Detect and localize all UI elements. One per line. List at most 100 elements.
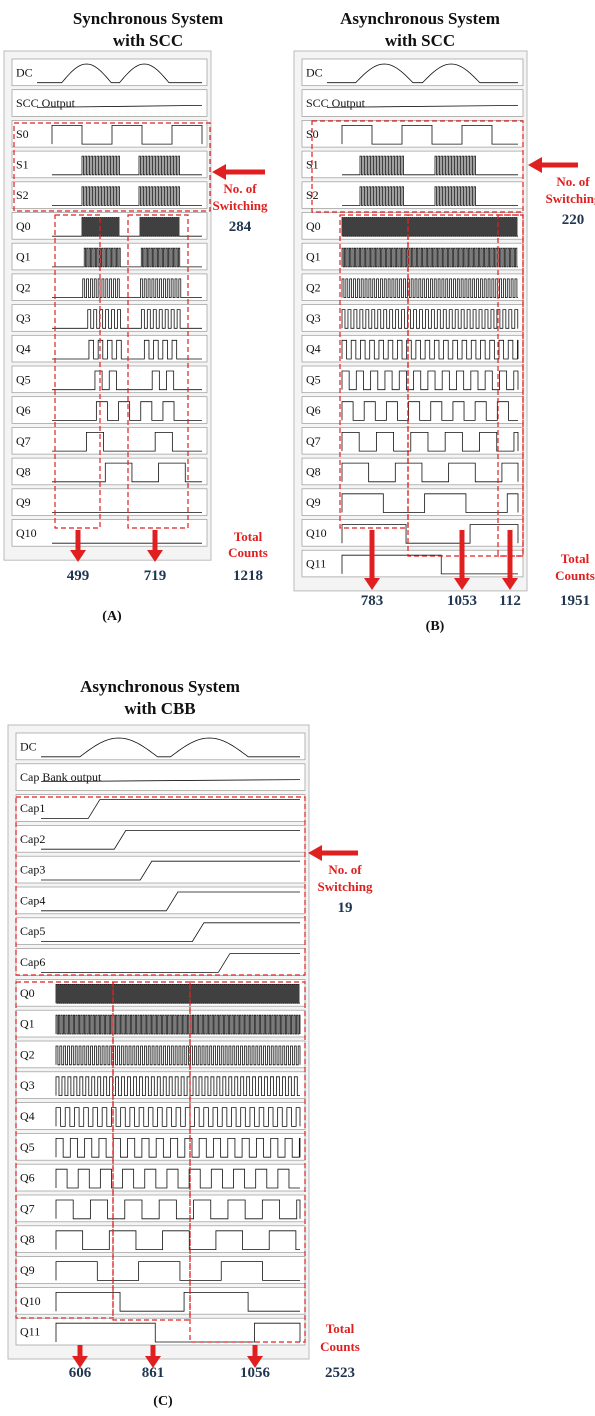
- arrow-head: [308, 845, 322, 861]
- switching-count: 220: [562, 212, 585, 228]
- trace-label: Q4: [20, 1109, 35, 1123]
- trace-label: Q1: [16, 250, 31, 264]
- trace-label: Q0: [306, 219, 321, 233]
- trace-row: [16, 918, 305, 945]
- trace-row: [16, 1318, 305, 1345]
- trace-row: [12, 397, 207, 424]
- trace-label: Q2: [20, 1047, 35, 1061]
- trace-row: [12, 427, 207, 454]
- total-count: 1218: [233, 568, 263, 584]
- trace-label: Cap2: [20, 832, 45, 846]
- trace-row: [16, 1103, 305, 1130]
- trace-label: Q8: [20, 1232, 35, 1246]
- trace-label: Q7: [16, 434, 31, 448]
- trace-label: Q2: [306, 280, 321, 294]
- trace-row: [12, 335, 207, 362]
- trace-label: Q10: [306, 526, 327, 540]
- count: 1053: [447, 593, 477, 609]
- total-label: Total: [326, 1321, 355, 1336]
- trace-label: Cap Bank output: [20, 770, 102, 784]
- arrow-head: [528, 157, 542, 173]
- trace-row: [302, 520, 523, 547]
- switching-label: Switching: [213, 198, 268, 213]
- trace-row: [12, 243, 207, 270]
- panel-title: with CBB: [124, 699, 195, 718]
- trace-label: Q9: [16, 495, 31, 509]
- trace-row: [302, 120, 523, 147]
- trace-label: Q3: [16, 311, 31, 325]
- trace-row: [16, 733, 305, 760]
- trace-row: [16, 856, 305, 883]
- panel-title: with SCC: [113, 31, 183, 50]
- trace-label: DC: [16, 65, 33, 79]
- trace-label: Cap4: [20, 893, 45, 907]
- count: 499: [67, 568, 90, 584]
- trace-label: Q4: [306, 342, 321, 356]
- total-label: Counts: [228, 545, 268, 560]
- count: 1056: [240, 1365, 271, 1381]
- trace-row: [302, 427, 523, 454]
- panel-label: (A): [102, 609, 122, 624]
- trace-label: Cap5: [20, 924, 45, 938]
- trace-label: Q3: [20, 1078, 35, 1092]
- total-label: Total: [561, 551, 590, 566]
- arrow-head: [212, 164, 226, 180]
- panel-title: Synchronous System: [73, 9, 223, 28]
- trace-label: S2: [16, 188, 29, 202]
- trace-label: Q0: [16, 219, 31, 233]
- trace-label: Q5: [20, 1140, 35, 1154]
- trace-label: DC: [306, 65, 323, 79]
- trace-label: Q5: [16, 372, 31, 386]
- waveform: [342, 218, 518, 237]
- trace-label: Q6: [20, 1171, 35, 1185]
- total-label: Total: [234, 529, 263, 544]
- trace-label: S1: [16, 157, 29, 171]
- panel-label: (B): [426, 619, 445, 634]
- trace-label: Cap1: [20, 801, 45, 815]
- trace-label: SCC Output: [16, 96, 76, 110]
- panel-label: (C): [153, 1394, 173, 1409]
- trace-label: DC: [20, 739, 37, 753]
- trace-row: [16, 887, 305, 914]
- trace-label: Q0: [20, 986, 35, 1000]
- trace-label: Q9: [20, 1263, 35, 1277]
- panel-title: Asynchronous System: [80, 677, 240, 696]
- trace-label: Q3: [306, 311, 321, 325]
- trace-label: Q10: [20, 1294, 41, 1308]
- trace-label: Q7: [306, 434, 321, 448]
- trace-label: Q6: [306, 403, 321, 417]
- trace-row: [302, 489, 523, 516]
- trace-row: [16, 1287, 305, 1314]
- count: 719: [144, 568, 167, 584]
- trace-row: [302, 458, 523, 485]
- trace-row: [302, 366, 523, 393]
- switching-label: No. of: [328, 862, 362, 877]
- trace-row: [12, 120, 207, 147]
- trace-row: [16, 1226, 305, 1253]
- panel-title: with SCC: [385, 31, 455, 50]
- trace-label: Q6: [16, 403, 31, 417]
- count: 606: [69, 1365, 92, 1381]
- trace-label: Q11: [306, 557, 326, 571]
- trace-row: [16, 1195, 305, 1222]
- total-label: Counts: [320, 1339, 360, 1354]
- switching-label: No. of: [223, 181, 257, 196]
- trace-label: Q11: [20, 1325, 40, 1339]
- trace-label: Q9: [306, 495, 321, 509]
- trace-row: [16, 1133, 305, 1160]
- trace-label: Q4: [16, 342, 31, 356]
- trace-row: [12, 458, 207, 485]
- switching-label: Switching: [546, 191, 595, 206]
- count: 112: [499, 593, 521, 609]
- total-count: 2523: [325, 1365, 355, 1381]
- trace-row: [302, 305, 523, 332]
- panel-title: Asynchronous System: [340, 9, 500, 28]
- trace-label: S0: [16, 127, 29, 141]
- trace-row: [302, 397, 523, 424]
- trace-row: [302, 151, 523, 178]
- trace-label: Cap3: [20, 863, 45, 877]
- trace-row: [16, 795, 305, 822]
- trace-row: [302, 550, 523, 577]
- figure: Synchronous System with SCC DC SCC Output S0…: [0, 0, 595, 1416]
- total-label: Counts: [555, 568, 595, 583]
